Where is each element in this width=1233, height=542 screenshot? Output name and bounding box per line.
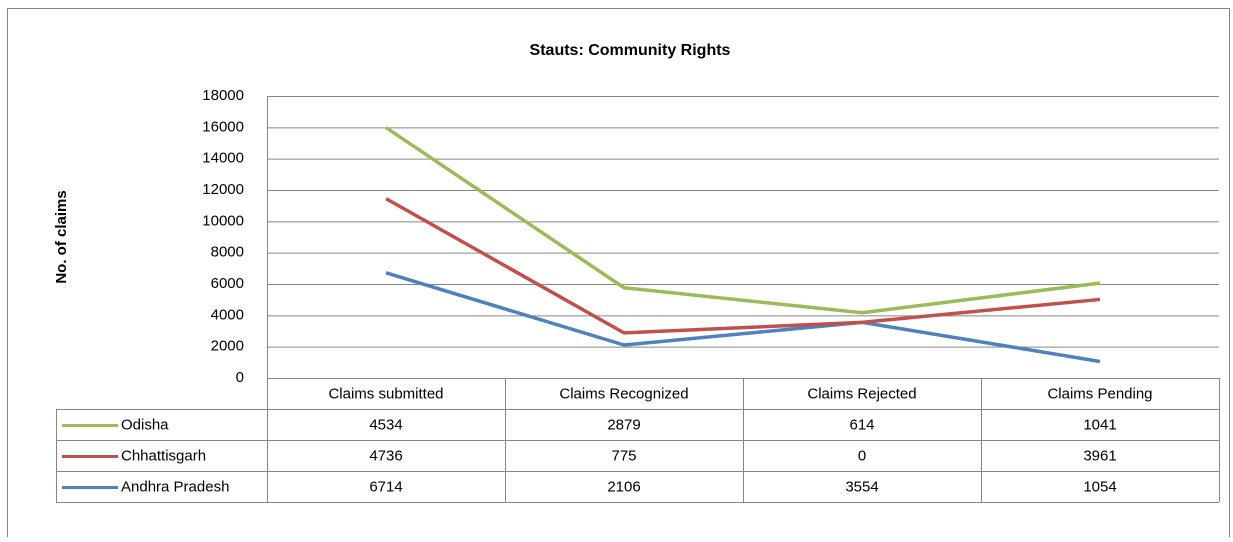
table-value: 3961	[1083, 447, 1116, 464]
y-tick-label: 2000	[211, 338, 244, 355]
x-tick-label: Claims Pending	[1047, 385, 1152, 402]
table-value: 2879	[607, 416, 640, 433]
x-tick-label: Claims submitted	[328, 385, 443, 402]
y-tick-label: 4000	[211, 306, 244, 323]
series-line	[385, 197, 1101, 335]
y-tick-label: 12000	[202, 181, 244, 198]
y-tick-label: 18000	[202, 87, 244, 104]
x-tick-label: Claims Recognized	[559, 385, 688, 402]
legend-label: Odisha	[121, 416, 169, 433]
table-value: 4534	[369, 416, 402, 433]
y-tick-label: 6000	[211, 275, 244, 292]
table-value: 775	[611, 447, 636, 464]
y-tick-label: 0	[236, 369, 244, 386]
y-tick-label: 16000	[202, 118, 244, 135]
table-value: 6714	[369, 478, 402, 495]
y-tick-label: 14000	[202, 150, 244, 167]
y-tick-label: 10000	[202, 212, 244, 229]
table-value: 2106	[607, 478, 640, 495]
chart-frame	[7, 8, 1230, 542]
table-value: 1041	[1083, 416, 1116, 433]
table-value: 614	[849, 416, 874, 433]
legend-label: Chhattisgarh	[121, 447, 206, 464]
y-axis-label: No. of claims	[53, 190, 70, 283]
legend-label: Andhra Pradesh	[121, 478, 229, 495]
table-value: 1054	[1083, 478, 1116, 495]
y-tick-label: 8000	[211, 244, 244, 261]
table-value: 0	[858, 447, 866, 464]
chart-title: Stauts: Community Rights	[530, 42, 731, 59]
x-tick-label: Claims Rejected	[807, 385, 916, 402]
series-line	[385, 271, 1101, 364]
table-value: 4736	[369, 447, 402, 464]
table-value: 3554	[845, 478, 878, 495]
series-line	[385, 126, 1101, 315]
